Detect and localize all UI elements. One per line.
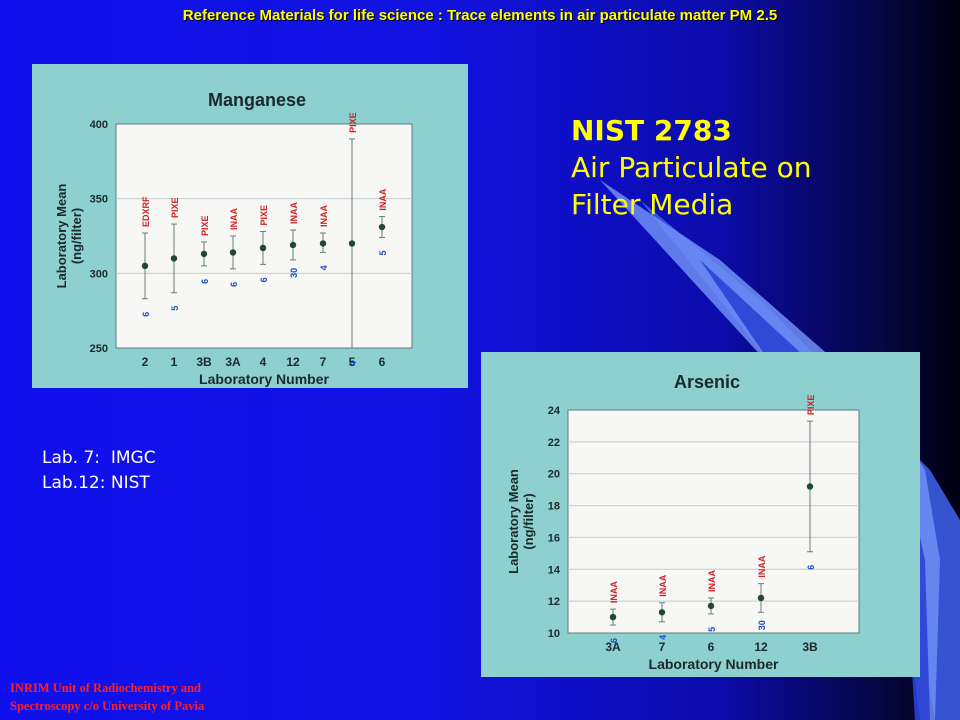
- arsenic-y-axis-label-unit: (ng/filter): [521, 493, 536, 549]
- arsenic-data-point: [757, 594, 765, 602]
- arsenic-y-tick-label: 24: [548, 405, 561, 417]
- footer-line-2: Spectroscopy c/o University of Pavia: [10, 699, 205, 713]
- manganese-x-tick-label: 1: [171, 355, 178, 369]
- arsenic-y-tick-label: 18: [548, 501, 560, 513]
- arsenic-y-tick-label: 12: [548, 596, 560, 608]
- manganese-y-axis-label: Laboratory Mean: [54, 184, 69, 289]
- manganese-x-tick-label: 3A: [225, 355, 241, 369]
- manganese-data-point: [378, 223, 386, 231]
- manganese-x-tick-label: 12: [286, 355, 300, 369]
- lab-note-1: Lab. 7: IMGC: [42, 448, 156, 468]
- lab-notes: Lab. 7: IMGC Lab.12: NIST: [42, 446, 156, 496]
- arsenic-chart-svg: Arsenic 10 12 14 16 18 20 22 24 Laboratory Mean (n…: [506, 372, 860, 672]
- manganese-y-tick-label: 300: [90, 268, 108, 280]
- manganese-method-label: PIXE: [348, 112, 358, 133]
- arsenic-data-point: [609, 613, 617, 621]
- manganese-method-label: PIXE: [170, 198, 180, 219]
- arsenic-y-tick-label: 20: [548, 469, 560, 481]
- manganese-chart-svg: Manganese 250 300 350 400 Laboratory Mean (ng/…: [54, 90, 413, 387]
- arsenic-method-label: INAA: [609, 581, 619, 603]
- manganese-x-tick-label: 5: [349, 355, 356, 369]
- arsenic-y-tick-label: 14: [548, 564, 561, 576]
- manganese-n-label: 6: [200, 279, 210, 284]
- manganese-n-label: 4: [319, 265, 329, 270]
- header-title: Reference Materials for life science : T…: [182, 7, 778, 24]
- footer-credit: INRIM Unit of Radiochemistry and Spectro…: [10, 679, 204, 715]
- arsenic-y-tick-label: 16: [548, 532, 560, 544]
- manganese-x-tick-label: 4: [260, 355, 267, 369]
- manganese-method-label: PIXE: [259, 205, 269, 226]
- title-line-1: NIST 2783: [571, 114, 732, 147]
- arsenic-method-label: INAA: [757, 555, 767, 577]
- arsenic-n-label: 5: [707, 627, 717, 632]
- manganese-x-tick-label: 2: [142, 355, 149, 369]
- manganese-data-point: [289, 241, 297, 249]
- arsenic-data-point: [707, 602, 715, 610]
- arsenic-n-label: 6: [609, 638, 619, 643]
- manganese-x-tick-label: 6: [379, 355, 386, 369]
- arsenic-x-tick-label: 6: [708, 640, 715, 654]
- manganese-data-point: [200, 250, 208, 258]
- slide-title: NIST 2783 Air Particulate on Filter Medi…: [571, 112, 811, 223]
- arsenic-n-label: 6: [806, 565, 816, 570]
- manganese-data-point: [141, 262, 149, 270]
- arsenic-y-axis-label: Laboratory Mean: [506, 469, 521, 574]
- arsenic-y-tick-label: 10: [548, 628, 560, 640]
- manganese-n-label: 5: [378, 250, 388, 255]
- arsenic-data-point: [806, 483, 814, 490]
- arsenic-method-label: INAA: [707, 569, 717, 591]
- manganese-x-tick-label: 7: [320, 355, 327, 369]
- manganese-n-label: 6: [259, 277, 269, 282]
- arsenic-x-axis-label: Laboratory Number: [649, 656, 779, 672]
- manganese-method-label: PIXE: [200, 215, 210, 236]
- manganese-chart-title: Manganese: [208, 90, 306, 110]
- manganese-y-tick-label: 350: [90, 194, 108, 206]
- manganese-y-tick-label: 400: [90, 119, 108, 131]
- lab-note-2: Lab.12: NIST: [42, 473, 150, 493]
- manganese-plot-area: [115, 123, 413, 349]
- manganese-method-label: INAA: [319, 205, 329, 227]
- arsenic-x-tick-label: 3B: [802, 640, 818, 654]
- arsenic-x-tick-label: 3A: [605, 640, 621, 654]
- title-line-3: Filter Media: [571, 188, 734, 221]
- manganese-method-label: EDXRF: [141, 196, 151, 227]
- footer-line-1: INRIM Unit of Radiochemistry and: [10, 681, 201, 695]
- manganese-method-label: INAA: [229, 208, 239, 230]
- manganese-data-point: [319, 240, 327, 247]
- manganese-n-label: 30: [289, 268, 299, 278]
- manganese-x-axis-label: Laboratory Number: [199, 371, 329, 387]
- arsenic-n-label: 30: [757, 620, 767, 630]
- manganese-chart: Manganese 250 300 350 400 Laboratory Mean (ng/…: [32, 64, 468, 388]
- arsenic-y-tick-label: 22: [548, 437, 560, 449]
- manganese-data-point: [259, 244, 267, 252]
- manganese-y-axis-label-unit: (ng/filter): [69, 208, 84, 264]
- arsenic-method-label: INAA: [658, 574, 668, 596]
- manganese-x-tick-label: 3B: [196, 355, 212, 369]
- manganese-n-label: 6: [141, 312, 151, 317]
- manganese-method-label: INAA: [289, 202, 299, 224]
- arsenic-x-tick-label: 7: [659, 640, 666, 654]
- title-line-2: Air Particulate on: [571, 151, 812, 184]
- manganese-n-label: 6: [229, 282, 239, 287]
- manganese-data-point: [348, 240, 356, 247]
- arsenic-n-label: 4: [658, 635, 668, 640]
- manganese-method-label: INAA: [378, 188, 388, 210]
- arsenic-chart: Arsenic 10 12 14 16 18 20 22 24 Laboratory Mean (n…: [481, 352, 920, 677]
- manganese-n-label: 4: [348, 361, 358, 366]
- arsenic-x-tick-label: 12: [754, 640, 768, 654]
- manganese-y-tick-label: 250: [90, 343, 108, 355]
- manganese-n-label: 5: [170, 306, 180, 311]
- manganese-data-point: [170, 255, 178, 262]
- arsenic-chart-title: Arsenic: [674, 372, 740, 392]
- arsenic-data-point: [658, 609, 666, 616]
- arsenic-method-label: PIXE: [806, 395, 816, 416]
- manganese-data-point: [229, 249, 237, 256]
